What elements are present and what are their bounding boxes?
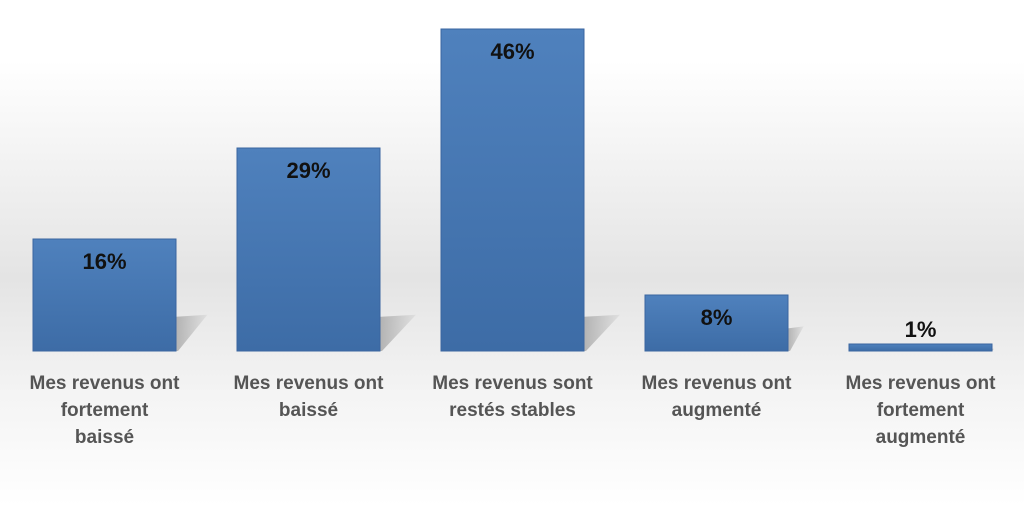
bar — [32, 238, 177, 352]
category-label-line: Mes revenus ont — [30, 373, 181, 394]
category-label-line: Mes revenus ont — [234, 373, 385, 394]
category-label: Mes revenus ont fortement augmenté — [846, 373, 997, 448]
category-label-line: Mes revenus sont — [432, 373, 593, 394]
bar-value-label: 8% — [701, 305, 733, 330]
category-label: Mes revenus ont baissé — [234, 373, 385, 421]
category-label-line: baissé — [75, 427, 134, 448]
category-label-line: fortement — [877, 400, 965, 421]
bar-shadow — [788, 326, 804, 351]
category-label-line: augmenté — [876, 427, 966, 448]
category-label-line: baissé — [279, 400, 338, 421]
category-label: Mes revenus sont restés stables — [432, 373, 593, 421]
bar-value-label: 29% — [286, 158, 330, 183]
bar — [236, 147, 381, 352]
category-label: Mes revenus ont augmenté — [642, 373, 793, 421]
bar-shadow — [380, 314, 416, 351]
bar-value-label: 1% — [905, 317, 937, 342]
category-label-line: Mes revenus ont — [846, 373, 997, 394]
bar-shadow — [176, 314, 208, 351]
bar-shadow — [584, 314, 620, 351]
category-label-line: fortement — [61, 400, 149, 421]
bar — [644, 294, 789, 352]
category-label: Mes revenus ont fortement baissé — [30, 373, 181, 448]
bar — [848, 343, 993, 352]
bar — [440, 28, 585, 352]
category-label-line: augmenté — [672, 400, 762, 421]
bars-group — [32, 28, 993, 352]
category-label-line: restés stables — [449, 400, 576, 421]
category-label-line: Mes revenus ont — [642, 373, 793, 394]
bar-value-label: 16% — [82, 249, 126, 274]
bar-value-label: 46% — [490, 39, 534, 64]
bar-shadows — [176, 314, 994, 351]
data-labels-group: 16% 29% 46% 8% 1% — [82, 39, 936, 342]
